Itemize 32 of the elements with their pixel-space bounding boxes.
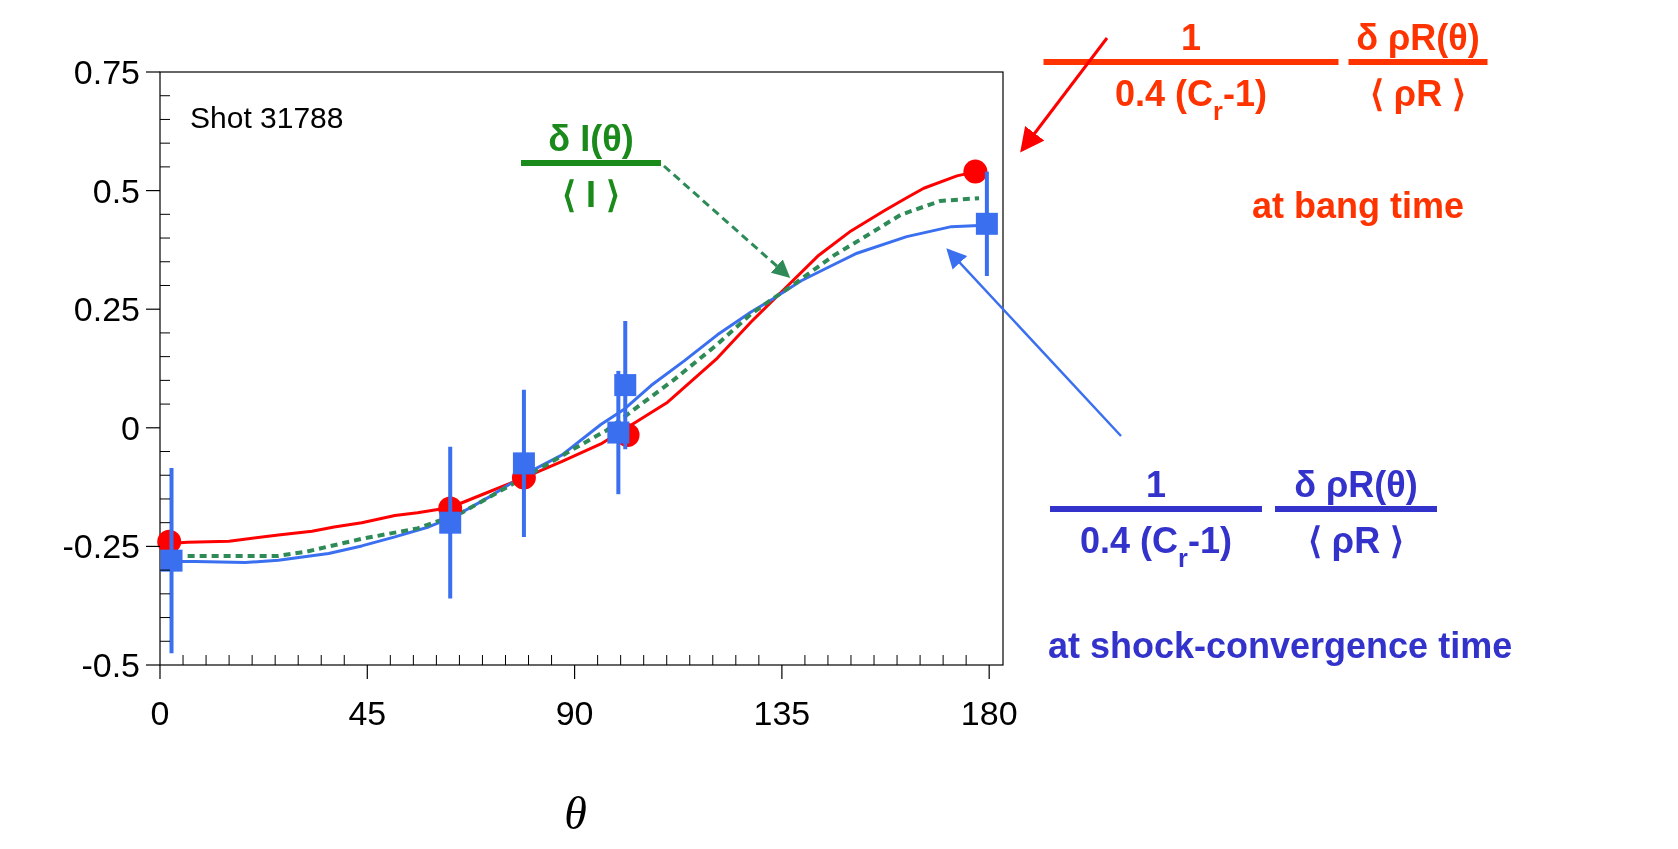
text: at bang time [1251,185,1465,226]
text: 0.4 (C$_{r}$-1) [1115,73,1267,125]
point [160,549,183,572]
annotation: Shot 31788 [190,101,344,134]
x-tick-label: 45 [348,694,387,732]
y-tick-label: 0.25 [73,290,140,329]
text: 1 [1180,17,1202,58]
y-tick-label: 0.5 [92,171,140,210]
annotation: ⟨ I ⟩ [561,174,621,215]
point [439,511,462,534]
text: δ ρR(θ) [1356,17,1480,58]
point [975,212,998,235]
text: ⟨ ρR ⟩ [1307,520,1405,561]
x-tick-label: 135 [753,694,811,732]
y-tick-label: 0 [121,408,140,447]
text: at shock-convergence time [1048,625,1513,666]
text: 0.4 (C$_{r}$-1) [1080,520,1232,572]
text: 1 [1145,464,1167,505]
y-tick-label: 0.75 [73,52,140,91]
x-tick-label: 180 [960,694,1018,732]
x-tick-label: 0 [150,694,170,732]
point [512,452,535,475]
text: δ ρR(θ) [1294,464,1418,505]
point [963,159,988,184]
x-axis-title: θ [564,788,587,839]
y-tick-label: -0.25 [62,527,140,566]
text: ⟨ ρR ⟩ [1369,73,1467,114]
y-tick-label: -0.5 [81,645,140,684]
point [614,374,637,397]
annotation: δ I(θ) [548,118,634,159]
point [607,421,630,444]
x-tick-label: 90 [555,694,594,732]
